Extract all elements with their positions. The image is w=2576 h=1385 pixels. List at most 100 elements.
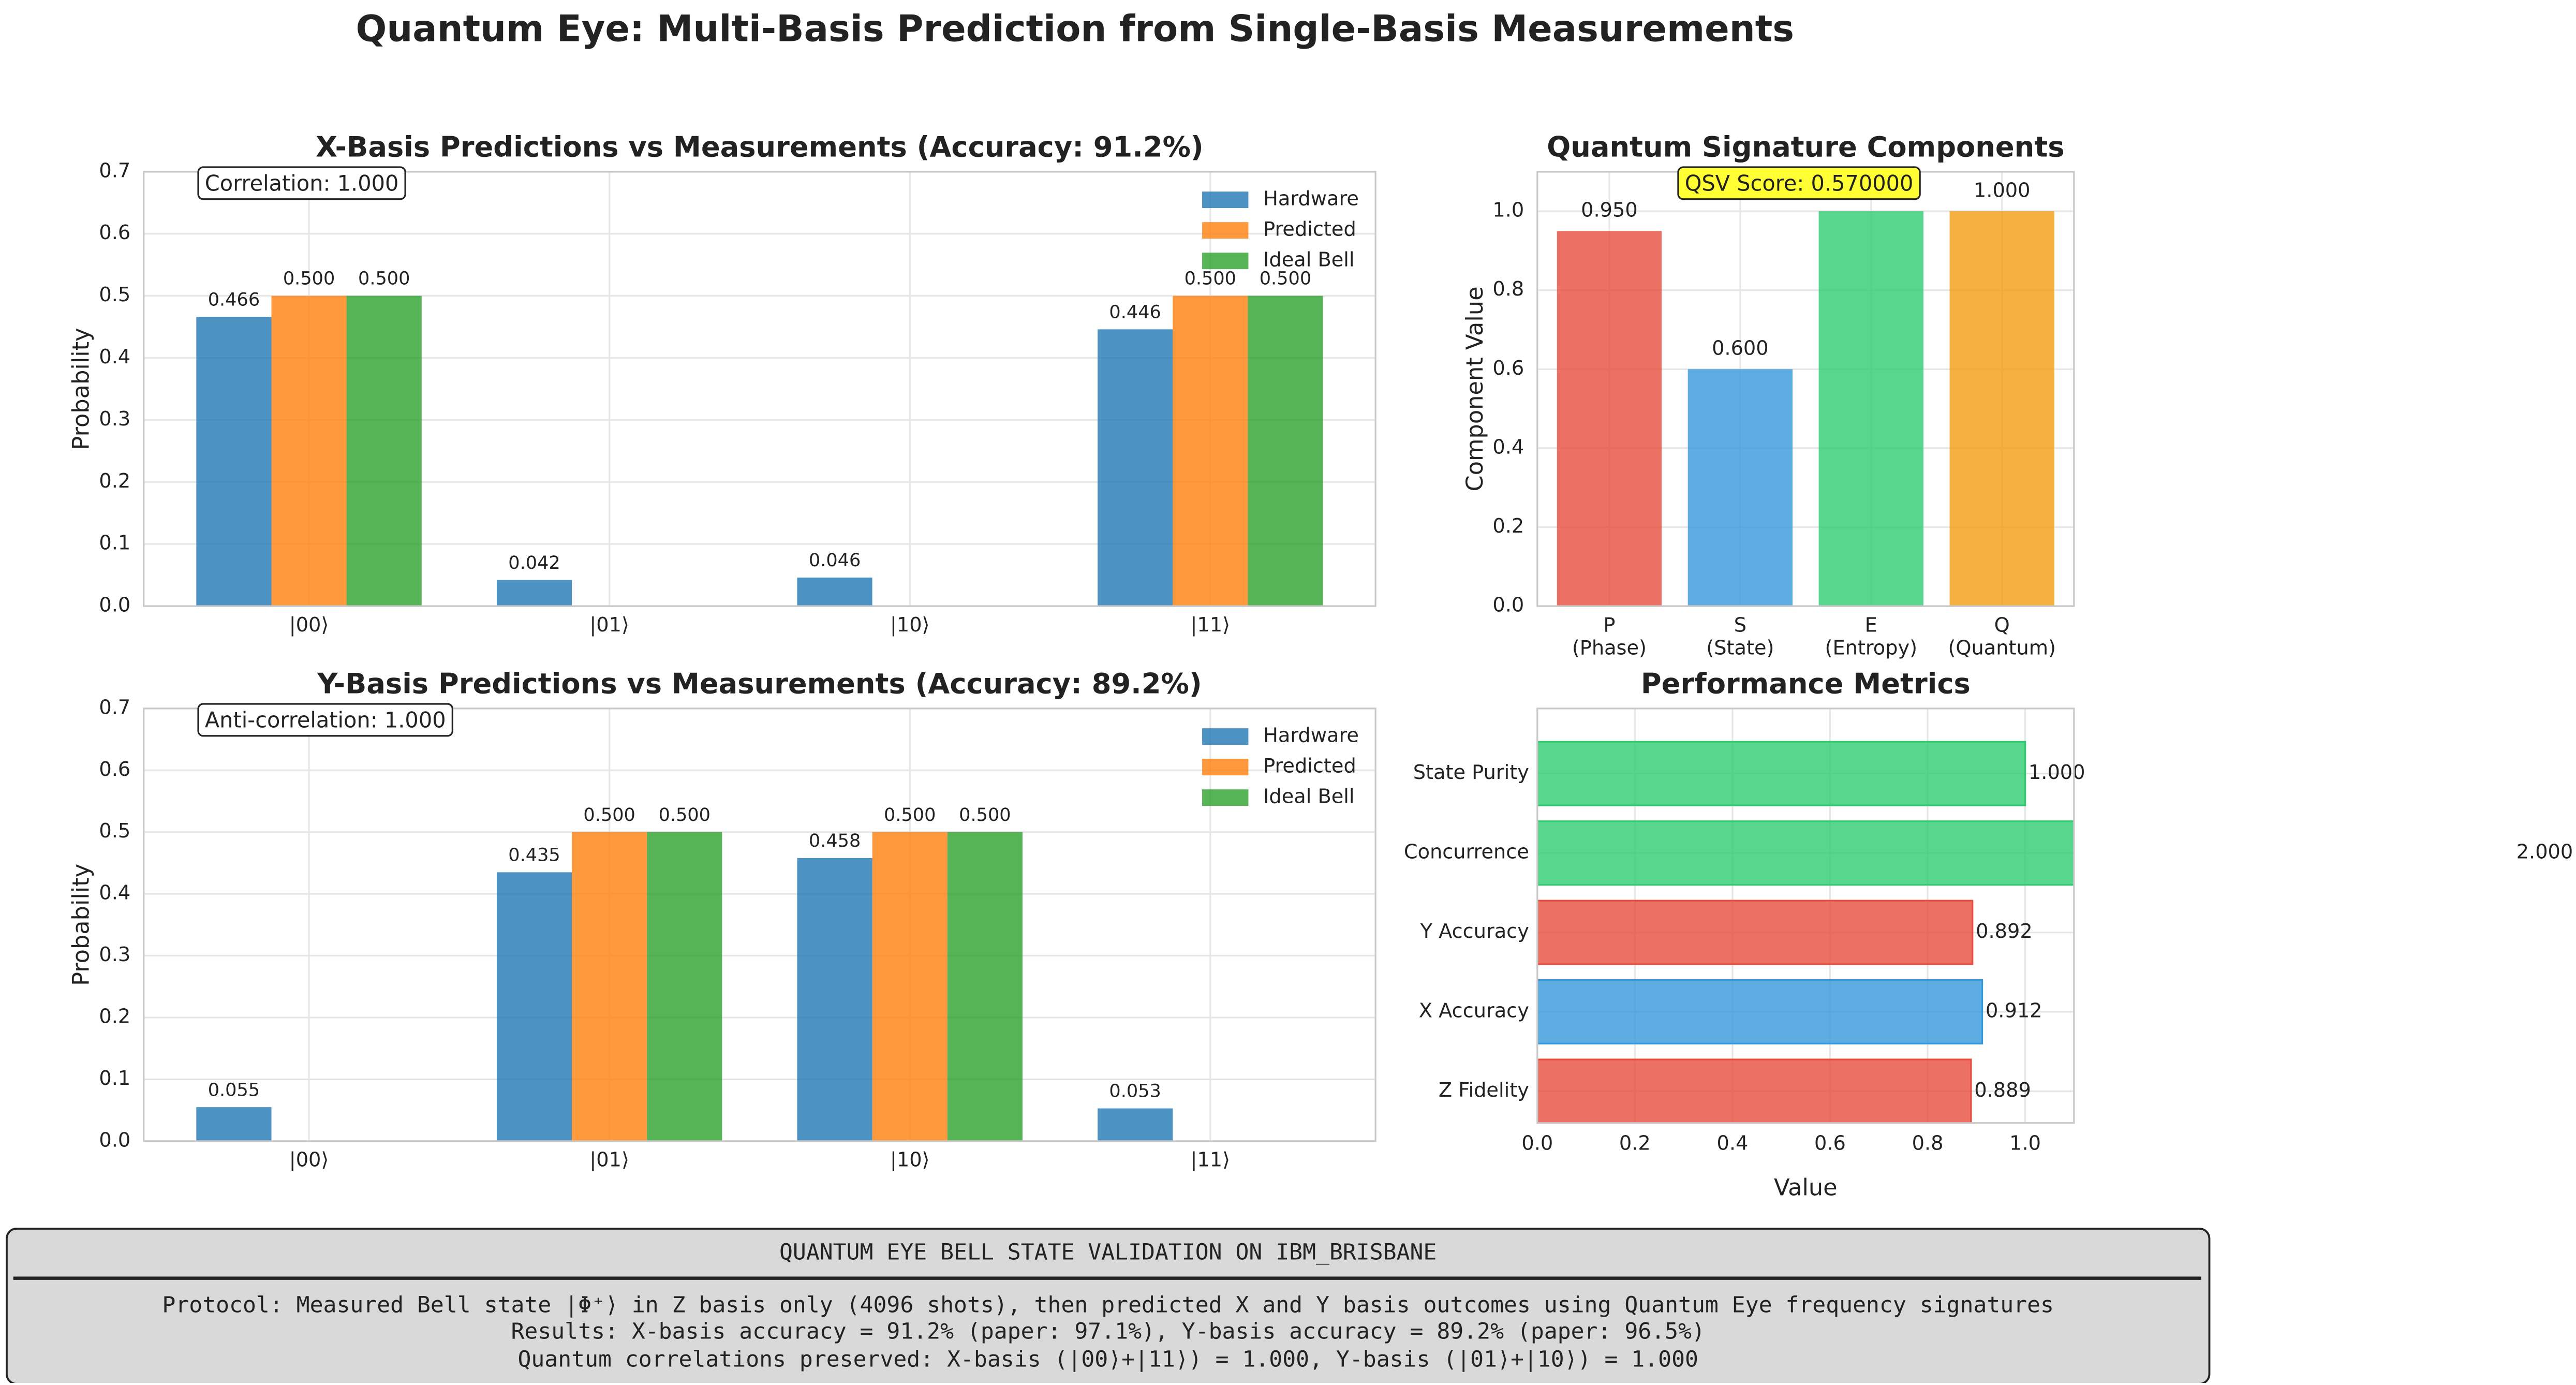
value-label: 0.446 — [1109, 301, 1161, 322]
x-tick-label: |10⟩ — [890, 1148, 930, 1172]
value-label: 0.046 — [809, 550, 861, 571]
y-tick-label: 1.0 — [1492, 199, 1524, 222]
axes-frame — [1536, 708, 2075, 1124]
chart-title: Quantum Signature Components — [1547, 130, 2064, 163]
legend-label: Predicted — [1263, 218, 1356, 241]
legend-swatch — [1202, 191, 1249, 209]
bar — [1818, 211, 1923, 607]
bar — [196, 1107, 272, 1141]
bar — [1949, 211, 2054, 607]
bar — [1537, 741, 2026, 806]
y-tick-label: 0.2 — [99, 1005, 130, 1028]
x-tick-label: S (State) — [1706, 613, 1774, 659]
chart-title: Performance Metrics — [1641, 667, 1971, 700]
footer-line: Protocol: Measured Bell state |Φ⁺⟩ in Z … — [162, 1292, 2054, 1318]
value-label: 0.435 — [508, 844, 560, 865]
x-tick-label: |01⟩ — [589, 613, 629, 637]
bar — [1687, 369, 1793, 607]
axes-frame — [143, 171, 1376, 607]
annotation-box — [197, 703, 453, 737]
footer-line: Results: X-basis accuracy = 91.2% (paper… — [511, 1318, 1705, 1344]
annotation-box — [197, 166, 406, 200]
bar — [1537, 979, 1983, 1044]
value-label: 0.458 — [809, 830, 861, 851]
annotation: Correlation: 1.000 — [197, 166, 406, 200]
annotation: QSV Score: 0.570000 — [1677, 166, 1921, 200]
value-label: 0.500 — [959, 804, 1011, 826]
axis-title: Probability — [68, 328, 95, 450]
legend-swatch — [1202, 222, 1249, 239]
y-tick-label: Z Fidelity — [1439, 1079, 1529, 1102]
legend-swatch — [1202, 253, 1249, 270]
value-label: 0.055 — [208, 1079, 260, 1100]
x-tick-label: P (Phase) — [1572, 613, 1647, 659]
value-label: 0.600 — [1712, 337, 1769, 360]
x-tick-label: 0.0 — [1521, 1132, 1553, 1155]
annotation: Anti-correlation: 1.000 — [197, 703, 453, 737]
axis-title: Probability — [68, 864, 95, 986]
value-label: 0.042 — [508, 552, 560, 573]
y-tick-label: 0.3 — [99, 407, 130, 431]
y-tick-label: 0.2 — [1492, 514, 1524, 538]
x-tick-label: 0.2 — [1619, 1132, 1651, 1155]
y-tick-label: 0.7 — [99, 159, 130, 182]
axis-title: Component Value — [1461, 286, 1488, 491]
y-tick-label: 0.6 — [1492, 357, 1524, 380]
x-tick-label: |11⟩ — [1191, 613, 1231, 637]
annotation-text: QSV Score: 0.570000 — [1685, 170, 1914, 196]
y-tick-label: 0.6 — [99, 758, 130, 781]
value-label: 0.500 — [659, 804, 710, 826]
bar — [271, 296, 347, 607]
x-tick-label: |10⟩ — [890, 613, 930, 637]
y-tick-label: 0.3 — [99, 943, 130, 966]
value-label: 0.466 — [208, 289, 260, 310]
value-label: 0.950 — [1581, 198, 1638, 222]
y-tick-label: 0.5 — [99, 283, 130, 306]
y-tick-label: 0.5 — [99, 819, 130, 843]
value-label: 0.500 — [884, 804, 936, 826]
y-tick-label: 0.0 — [99, 1128, 130, 1152]
y-tick-label: 0.0 — [99, 594, 130, 617]
bar — [1537, 900, 1974, 965]
y-tick-label: State Purity — [1413, 761, 1529, 784]
legend-swatch — [1202, 728, 1249, 745]
page-title: Quantum Eye: Multi-Basis Prediction from… — [356, 8, 1794, 50]
bar — [1537, 820, 2074, 886]
y-tick-label: Y Accuracy — [1420, 920, 1529, 943]
x-tick-label: |11⟩ — [1191, 1148, 1231, 1172]
x-tick-label: Q (Quantum) — [1948, 613, 2055, 659]
value-label: 0.892 — [1976, 920, 2033, 943]
y-tick-label: 0.1 — [99, 1067, 130, 1090]
x-tick-label: 0.6 — [1814, 1132, 1846, 1155]
y-tick-label: Concurrence — [1404, 841, 1529, 864]
annotation-text: Anti-correlation: 1.000 — [205, 707, 446, 732]
value-label: 0.500 — [1260, 268, 1311, 289]
y-tick-label: X Accuracy — [1419, 999, 1529, 1022]
value-label: 0.912 — [1986, 999, 2042, 1022]
axis-title: Value — [1774, 1174, 1838, 1201]
x-tick-label: E (Entropy) — [1825, 613, 1918, 659]
value-label: 1.000 — [1974, 179, 2031, 202]
bar — [647, 832, 722, 1141]
y-tick-label: 0.4 — [99, 345, 130, 369]
chart-title: Y-Basis Predictions vs Measurements (Acc… — [317, 667, 1202, 700]
bar — [797, 577, 872, 607]
bar — [1248, 296, 1323, 607]
bar — [1098, 329, 1173, 607]
y-tick-label: 0.4 — [1492, 435, 1524, 459]
bar — [346, 296, 422, 607]
y-tick-label: 0.8 — [1492, 277, 1524, 301]
value-label: 1.000 — [2029, 761, 2085, 784]
axes-frame — [143, 708, 1376, 1142]
value-label: 0.500 — [283, 268, 335, 289]
bar — [872, 832, 948, 1141]
bar — [1557, 231, 1662, 607]
bar — [1098, 1108, 1173, 1141]
x-tick-label: 0.4 — [1716, 1132, 1748, 1155]
legend-label: Ideal Bell — [1263, 785, 1354, 808]
x-tick-label: |00⟩ — [289, 1148, 329, 1172]
footer-line: Quantum correlations preserved: X-basis … — [517, 1347, 1698, 1373]
value-label: 0.053 — [1109, 1081, 1161, 1102]
